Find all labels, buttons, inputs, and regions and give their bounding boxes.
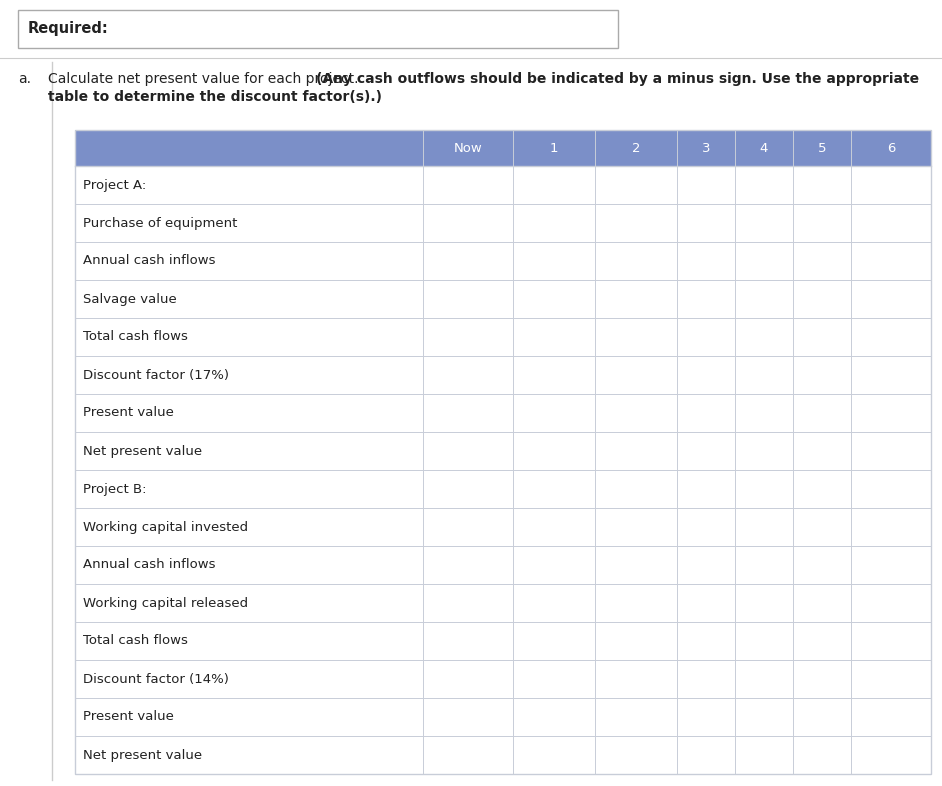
Bar bbox=[75, 736, 931, 774]
Bar bbox=[75, 622, 931, 660]
Text: Total cash flows: Total cash flows bbox=[83, 330, 187, 343]
Text: Present value: Present value bbox=[83, 711, 174, 723]
Text: 2: 2 bbox=[632, 141, 641, 155]
Bar bbox=[75, 584, 931, 622]
Text: Required:: Required: bbox=[28, 21, 108, 36]
Text: Salvage value: Salvage value bbox=[83, 292, 177, 306]
Text: 1: 1 bbox=[550, 141, 559, 155]
Text: Net present value: Net present value bbox=[83, 748, 203, 762]
Bar bbox=[75, 242, 931, 280]
Text: Discount factor (17%): Discount factor (17%) bbox=[83, 369, 229, 381]
Bar bbox=[75, 130, 931, 774]
Text: Project B:: Project B: bbox=[83, 483, 147, 495]
Text: Discount factor (14%): Discount factor (14%) bbox=[83, 673, 229, 685]
Text: (Any cash outflows should be indicated by a minus sign. Use the appropriate: (Any cash outflows should be indicated b… bbox=[316, 72, 918, 86]
Bar bbox=[75, 508, 931, 546]
Bar bbox=[75, 660, 931, 698]
Bar bbox=[75, 318, 931, 356]
Bar bbox=[75, 280, 931, 318]
Text: Calculate net present value for each project.: Calculate net present value for each pro… bbox=[48, 72, 363, 86]
Text: Net present value: Net present value bbox=[83, 445, 203, 457]
Text: table to determine the discount factor(s).): table to determine the discount factor(s… bbox=[48, 90, 382, 104]
Text: Annual cash inflows: Annual cash inflows bbox=[83, 559, 216, 571]
Text: a.: a. bbox=[18, 72, 31, 86]
Text: Working capital released: Working capital released bbox=[83, 597, 248, 609]
Text: Project A:: Project A: bbox=[83, 178, 146, 192]
Text: 6: 6 bbox=[886, 141, 895, 155]
Bar bbox=[75, 166, 931, 204]
Text: Working capital invested: Working capital invested bbox=[83, 520, 248, 534]
Text: Annual cash inflows: Annual cash inflows bbox=[83, 255, 216, 267]
Bar bbox=[75, 394, 931, 432]
Bar bbox=[75, 432, 931, 470]
FancyBboxPatch shape bbox=[18, 10, 618, 48]
Bar bbox=[75, 470, 931, 508]
Text: Purchase of equipment: Purchase of equipment bbox=[83, 216, 237, 230]
Text: 4: 4 bbox=[760, 141, 768, 155]
Bar bbox=[75, 204, 931, 242]
Text: 3: 3 bbox=[702, 141, 710, 155]
Bar bbox=[75, 130, 931, 166]
Bar bbox=[75, 356, 931, 394]
Text: Present value: Present value bbox=[83, 406, 174, 420]
Text: 5: 5 bbox=[818, 141, 826, 155]
Bar bbox=[75, 698, 931, 736]
Bar bbox=[75, 546, 931, 584]
Text: Total cash flows: Total cash flows bbox=[83, 634, 187, 648]
Text: Now: Now bbox=[454, 141, 482, 155]
